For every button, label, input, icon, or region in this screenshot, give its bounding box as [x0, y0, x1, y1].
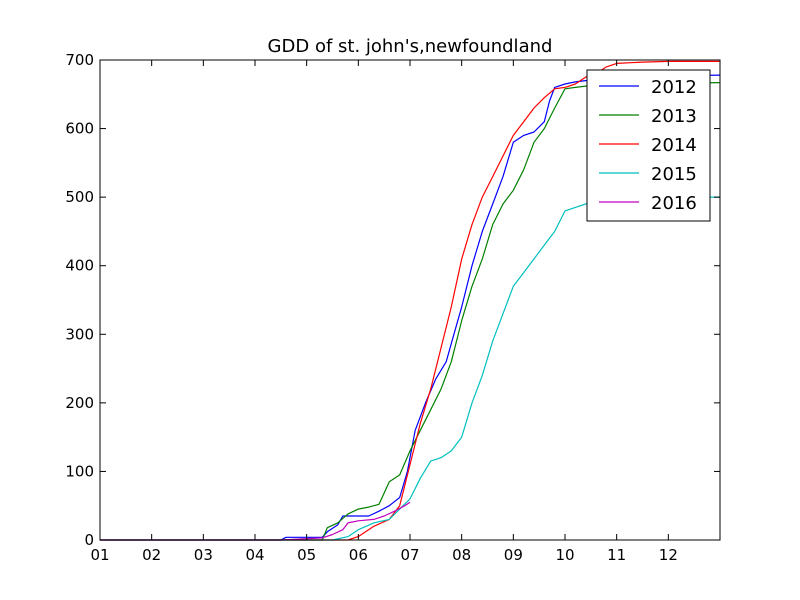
y-tick-label: 0 — [84, 531, 94, 549]
series-group — [100, 60, 721, 541]
series-line-2013 — [100, 82, 721, 541]
legend-label-2016: 2016 — [651, 193, 697, 214]
x-tick-label: 05 — [297, 546, 316, 564]
y-tick-label: 400 — [65, 257, 94, 275]
legend-label-2013: 2013 — [651, 106, 697, 127]
x-tick-label: 02 — [142, 546, 161, 564]
legend-box — [586, 69, 711, 222]
x-tick-label: 11 — [607, 546, 626, 564]
x-tick-label: 08 — [452, 546, 471, 564]
legend: 2012 2013 2014 2015 2016 — [586, 69, 711, 222]
x-tick-label: 04 — [245, 546, 264, 564]
y-axis: 0 100 200 300 400 500 600 700 — [65, 51, 720, 549]
y-tick-label: 200 — [65, 394, 94, 412]
x-tick-label: 09 — [504, 546, 523, 564]
y-tick-label: 300 — [65, 325, 94, 343]
y-tick-label: 700 — [65, 51, 94, 69]
chart-title: GDD of st. john's,newfoundland — [268, 36, 553, 57]
x-tick-label: 07 — [400, 546, 419, 564]
series-line-2012 — [100, 74, 721, 541]
x-axis: 01 02 03 04 05 06 07 08 09 10 11 12 — [90, 60, 678, 564]
x-tick-label: 12 — [659, 546, 678, 564]
x-tick-label: 03 — [194, 546, 213, 564]
legend-label-2012: 2012 — [651, 77, 697, 98]
legend-label-2015: 2015 — [651, 164, 697, 185]
series-line-2015 — [100, 196, 720, 541]
x-tick-label: 06 — [349, 546, 368, 564]
y-tick-label: 100 — [65, 462, 94, 480]
y-tick-label: 600 — [65, 120, 94, 138]
series-line-2016 — [100, 501, 411, 541]
legend-label-2014: 2014 — [651, 135, 697, 156]
y-tick-label: 500 — [65, 188, 94, 206]
x-tick-label: 01 — [90, 546, 109, 564]
x-tick-label: 10 — [555, 546, 574, 564]
